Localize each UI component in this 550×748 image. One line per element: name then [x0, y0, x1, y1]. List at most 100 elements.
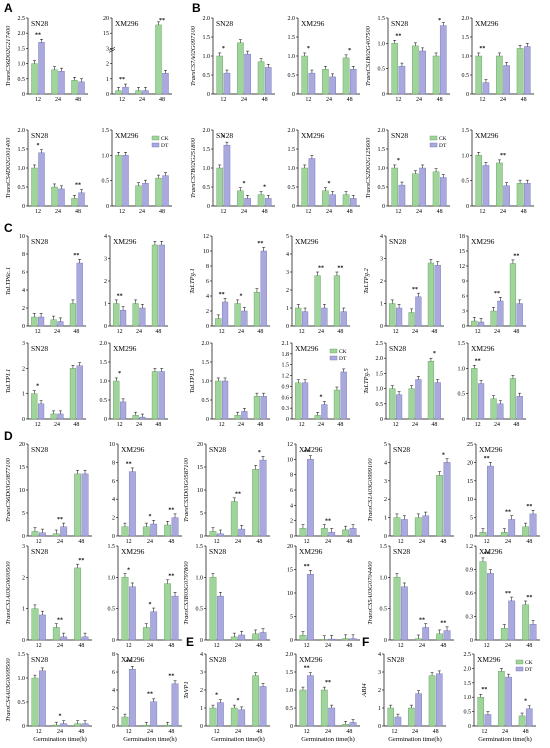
- significance-mark: **: [325, 680, 331, 686]
- y-tick-label: 8: [206, 264, 209, 270]
- y-axis-label: TaLTPg.5: [363, 368, 370, 394]
- y-tick-label: 0: [380, 417, 383, 423]
- significance-mark: **: [126, 462, 132, 468]
- chart-title: XM296: [475, 19, 499, 28]
- x-tick-label: 48: [526, 643, 532, 649]
- x-tick-label: 12: [304, 539, 310, 545]
- y-tick-label: 0: [112, 638, 115, 644]
- bar-ck: [471, 320, 478, 327]
- y-tick-label: 1.0: [288, 54, 296, 60]
- x-tick-label: 12: [35, 209, 41, 215]
- x-tick-label: 48: [431, 422, 437, 428]
- bar-dt: [128, 669, 136, 727]
- x-tick-label: 24: [326, 97, 332, 103]
- bar-ck: [408, 312, 415, 327]
- bar-dt: [301, 311, 309, 327]
- bar-dt: [38, 42, 45, 95]
- significance-mark: **: [168, 574, 174, 580]
- bar-ck: [209, 531, 217, 537]
- x-tick-label: 24: [325, 539, 331, 545]
- y-tick-label: 1.0: [102, 153, 110, 159]
- x-tick-label: 24: [55, 97, 61, 103]
- y-tick-label: 1.5: [18, 147, 26, 153]
- chart-title: SN28: [393, 547, 410, 556]
- bar-ck: [209, 577, 217, 641]
- significance-mark: **: [57, 517, 63, 523]
- chart-10: 0 0.5 1.0 1.5 2.0 12 24 * 48 XM296: [288, 128, 360, 215]
- chart-title: SN28: [31, 445, 48, 454]
- significance-mark: **: [500, 153, 506, 159]
- y-tick-label: 1.5: [203, 147, 211, 153]
- y-axis-label: TraesCS1A03G0999100: [367, 458, 374, 522]
- y-tick-label: 3: [106, 46, 109, 52]
- bar-ck: [427, 361, 435, 420]
- y-tick-label: 2.0: [462, 16, 470, 22]
- bar-dt: [422, 627, 430, 641]
- significance-mark: **: [57, 617, 63, 623]
- bar-dt: [60, 636, 68, 641]
- bar-dt: [241, 411, 248, 420]
- chart-30: 0 5 10 15 20 25 12 ** 24 ** 48 ** XM296: [467, 442, 540, 545]
- y-tick-label: 0: [106, 204, 109, 210]
- significance-mark: **: [257, 241, 263, 247]
- y-tick-label: 1.0: [288, 166, 296, 172]
- x-tick-label: 48: [513, 422, 519, 428]
- y-tick-label: 2: [22, 306, 25, 312]
- y-axis-label: TaVP1: [183, 681, 190, 698]
- legend-swatch-ck: [515, 659, 524, 665]
- bar-ck: [253, 292, 261, 327]
- bar-dt: [119, 310, 127, 327]
- significance-mark: *: [438, 18, 441, 24]
- y-axis-label: TaLTPg.2: [363, 268, 370, 294]
- x-tick-label: 12: [479, 97, 485, 103]
- chart-21: 0 0.5 1.0 1.5 2.0 12 24 48 TaLTPI.3: [189, 341, 270, 428]
- legend-swatch-dt: [329, 355, 338, 361]
- bar-ck: [74, 723, 82, 727]
- bar-dt: [58, 188, 65, 207]
- y-tick-label: 2.0: [376, 356, 384, 362]
- bar-ck: [50, 413, 57, 420]
- y-tick-label: 1.0: [108, 575, 116, 581]
- y-tick-label: 0.5: [202, 398, 210, 404]
- legend-label-dt: DT: [161, 143, 169, 149]
- chart-title: XM296: [295, 237, 319, 246]
- y-tick-label: 2: [380, 279, 383, 285]
- bar-ck: [342, 57, 350, 95]
- bar-dt: [58, 70, 65, 95]
- bar-dt: [400, 519, 408, 537]
- chart-title: SN28: [387, 655, 404, 664]
- y-tick-label: 0: [22, 724, 25, 730]
- y-tick-label: 2: [384, 497, 387, 503]
- y-tick-label: 1.0: [100, 379, 108, 385]
- y-tick-label: 0: [462, 417, 465, 423]
- x-tick-label: 24: [235, 539, 241, 545]
- significance-mark: **: [168, 508, 174, 514]
- y-tick-label: 1.5: [282, 363, 290, 369]
- bar-dt: [340, 371, 347, 420]
- bar-dt: [439, 25, 447, 95]
- bar-ck: [31, 63, 38, 95]
- bar-dt: [523, 46, 531, 95]
- y-tick-label: 0: [466, 204, 469, 210]
- legend-label-ck: CK: [161, 136, 169, 142]
- x-tick-label: 12: [484, 539, 490, 545]
- y-tick-label: 6: [22, 270, 25, 276]
- significance-mark: **: [505, 509, 511, 515]
- y-tick-label: 1: [378, 706, 381, 712]
- x-tick-label: 48: [155, 329, 161, 335]
- y-axis-label: TaLTPI.3: [189, 368, 196, 393]
- y-tick-label: 10: [203, 249, 209, 255]
- bar-ck: [389, 388, 396, 420]
- bar-ck: [322, 190, 329, 207]
- x-tick-label: 48: [256, 539, 262, 545]
- bar-dt: [78, 81, 85, 95]
- y-tick-label: 5: [470, 516, 473, 522]
- y-tick-label: 0.5: [288, 185, 296, 191]
- bar-ck: [230, 501, 238, 537]
- bar-dt: [259, 632, 267, 641]
- bar-ck: [408, 388, 415, 420]
- bar-ck: [391, 167, 399, 207]
